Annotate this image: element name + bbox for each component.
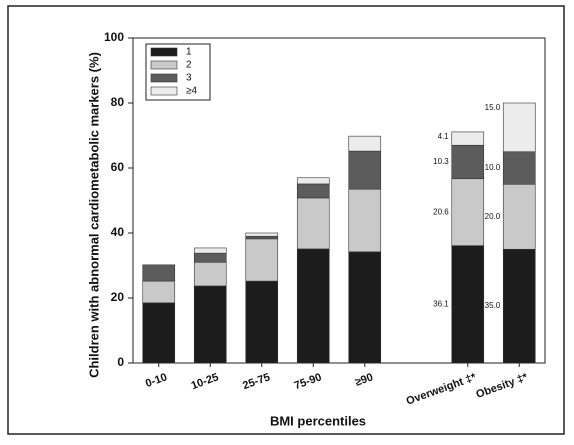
- bar-segment: [502, 183, 536, 250]
- y-axis-title: Children with abnormal cardiometabolic m…: [86, 52, 101, 378]
- y-tick-label: 80: [111, 95, 125, 109]
- bar-segment: [245, 232, 279, 237]
- bar-segment: [451, 144, 485, 180]
- bar-segment: [348, 251, 382, 364]
- bar-segment: [142, 264, 176, 282]
- bar-segment: [348, 135, 382, 152]
- legend-label: 2: [186, 60, 192, 71]
- bar-segment: [245, 235, 279, 240]
- bar-segment: [502, 248, 536, 364]
- bar-segment: [245, 280, 279, 364]
- y-tick-label: 40: [111, 225, 125, 239]
- x-axis-title: BMI percentiles: [270, 413, 366, 428]
- bar-segment: [193, 261, 227, 287]
- value-label: 20.0: [485, 212, 501, 221]
- bar-segment: [296, 197, 330, 250]
- x-tick-label: ≥90: [353, 371, 374, 389]
- value-label: 10.0: [485, 163, 501, 172]
- bar-segment: [142, 280, 176, 304]
- x-tick-label: 0-10: [144, 371, 169, 390]
- bar-segment: [193, 247, 227, 254]
- legend-swatch: [150, 86, 178, 96]
- legend-swatch: [150, 60, 178, 70]
- value-label: 4.1: [438, 132, 450, 141]
- bar-segment: [193, 252, 227, 263]
- x-tick-label: 75-90: [293, 371, 324, 392]
- bar-segment: [245, 238, 279, 282]
- value-label: 15.0: [485, 103, 501, 112]
- bar-segment: [296, 248, 330, 364]
- bar-segment: [142, 302, 176, 364]
- y-tick-label: 0: [117, 355, 124, 369]
- legend-swatch: [150, 47, 178, 57]
- x-tick-label: 10-25: [190, 371, 221, 392]
- frame: [7, 5, 565, 435]
- bar-segment: [502, 102, 536, 153]
- value-label: 35.0: [485, 301, 501, 310]
- y-tick-label: 60: [111, 160, 125, 174]
- bar-segment: [296, 183, 330, 199]
- y-tick-label: 100: [104, 30, 124, 44]
- bar-segment: [348, 150, 382, 190]
- legend-swatch: [150, 73, 178, 83]
- value-label: 20.6: [433, 207, 449, 216]
- x-tick-label: Overweight ‡*: [405, 371, 479, 408]
- bar-segment: [451, 245, 485, 364]
- value-label: 36.1: [433, 299, 449, 308]
- bar-segment: [502, 151, 536, 185]
- legend-label: 3: [186, 73, 192, 84]
- legend-label: ≥4: [186, 86, 197, 97]
- bar-segment: [451, 131, 485, 146]
- value-label: 10.3: [433, 157, 449, 166]
- bar-segment: [296, 177, 330, 185]
- x-tick-label: 25-75: [241, 371, 272, 392]
- bar-segment: [451, 178, 485, 246]
- plot-area: [132, 37, 546, 364]
- x-tick-label: Obesity ‡*: [475, 371, 530, 401]
- bar-segment: [348, 188, 382, 253]
- bar-segment: [193, 285, 227, 364]
- y-tick-label: 20: [111, 290, 125, 304]
- legend-label: 1: [186, 47, 192, 58]
